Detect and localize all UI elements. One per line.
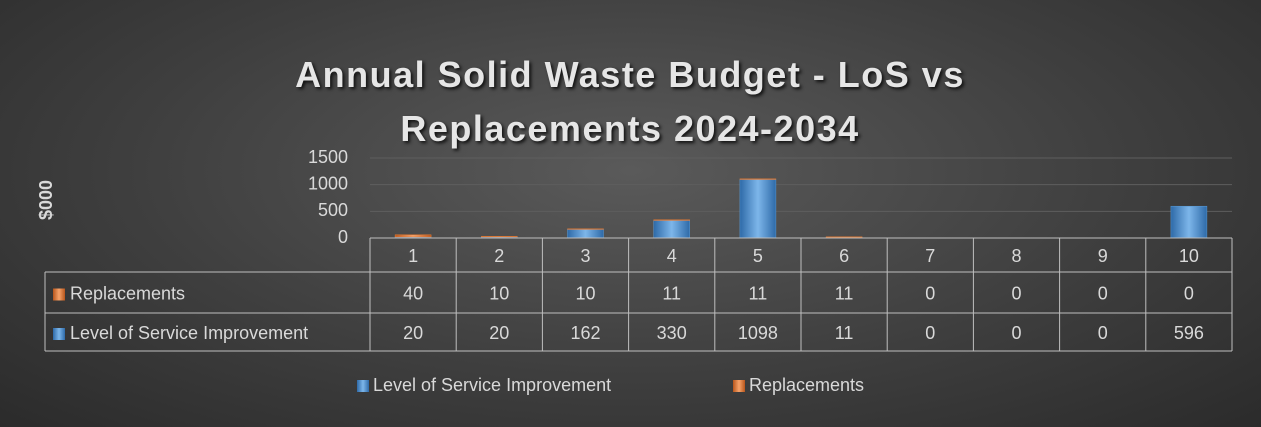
table-value: 0: [1098, 323, 1108, 343]
x-tick-label: 7: [925, 246, 935, 266]
table-value: 10: [489, 283, 509, 303]
legend-key: [53, 328, 65, 340]
bar: [481, 236, 518, 238]
table-value: 20: [403, 323, 423, 343]
table-value: 10: [575, 283, 595, 303]
table-value: 40: [403, 283, 423, 303]
x-tick-label: 2: [494, 246, 504, 266]
table-value: 0: [1098, 283, 1108, 303]
table-value: 11: [835, 323, 854, 343]
table-value: 11: [662, 283, 681, 303]
table-value: 0: [1011, 283, 1021, 303]
legend-key: [357, 380, 369, 392]
table-value: 0: [1184, 283, 1194, 303]
table-value: 20: [489, 323, 509, 343]
x-tick-label: 3: [580, 246, 590, 266]
chart-title: Annual Solid Waste Budget - LoS vs Repla…: [295, 54, 965, 149]
table-value: 1098: [738, 323, 778, 343]
table-value: 596: [1174, 323, 1204, 343]
y-axis-label: $000: [36, 180, 56, 220]
table-row-label: Level of Service Improvement: [70, 323, 308, 343]
x-tick-label: 1: [408, 246, 418, 266]
bar: [567, 228, 604, 230]
legend-key: [53, 288, 65, 301]
table-value: 0: [1011, 323, 1021, 343]
bar: [394, 234, 432, 238]
y-tick-label: 1500: [308, 147, 348, 167]
bar: [825, 236, 863, 238]
bar: [653, 220, 690, 239]
y-tick-label: 1000: [308, 173, 348, 193]
x-tick-label: 6: [839, 246, 849, 266]
legend-label: Level of Service Improvement: [373, 375, 611, 395]
x-tick-label: 8: [1011, 246, 1021, 266]
y-tick-label: 0: [338, 227, 348, 247]
x-tick-label: 10: [1179, 246, 1199, 266]
table-value: 330: [657, 323, 687, 343]
table-value: 0: [925, 283, 935, 303]
x-tick-label: 4: [667, 246, 677, 266]
legend-key: [733, 380, 745, 392]
table-value: 11: [749, 283, 768, 303]
table-value: 0: [925, 323, 935, 343]
bar: [653, 219, 690, 221]
x-tick-label: 9: [1098, 246, 1108, 266]
table-value: 11: [835, 283, 854, 303]
table-row-label: Replacements: [70, 283, 185, 303]
bar: [739, 178, 777, 180]
x-tick-label: 5: [753, 246, 763, 266]
legend-label: Replacements: [749, 375, 864, 395]
bar: [739, 179, 777, 239]
y-tick-label: 500: [318, 200, 348, 220]
bar: [1170, 205, 1208, 239]
table-value: 162: [570, 323, 600, 343]
bar: [567, 229, 604, 239]
